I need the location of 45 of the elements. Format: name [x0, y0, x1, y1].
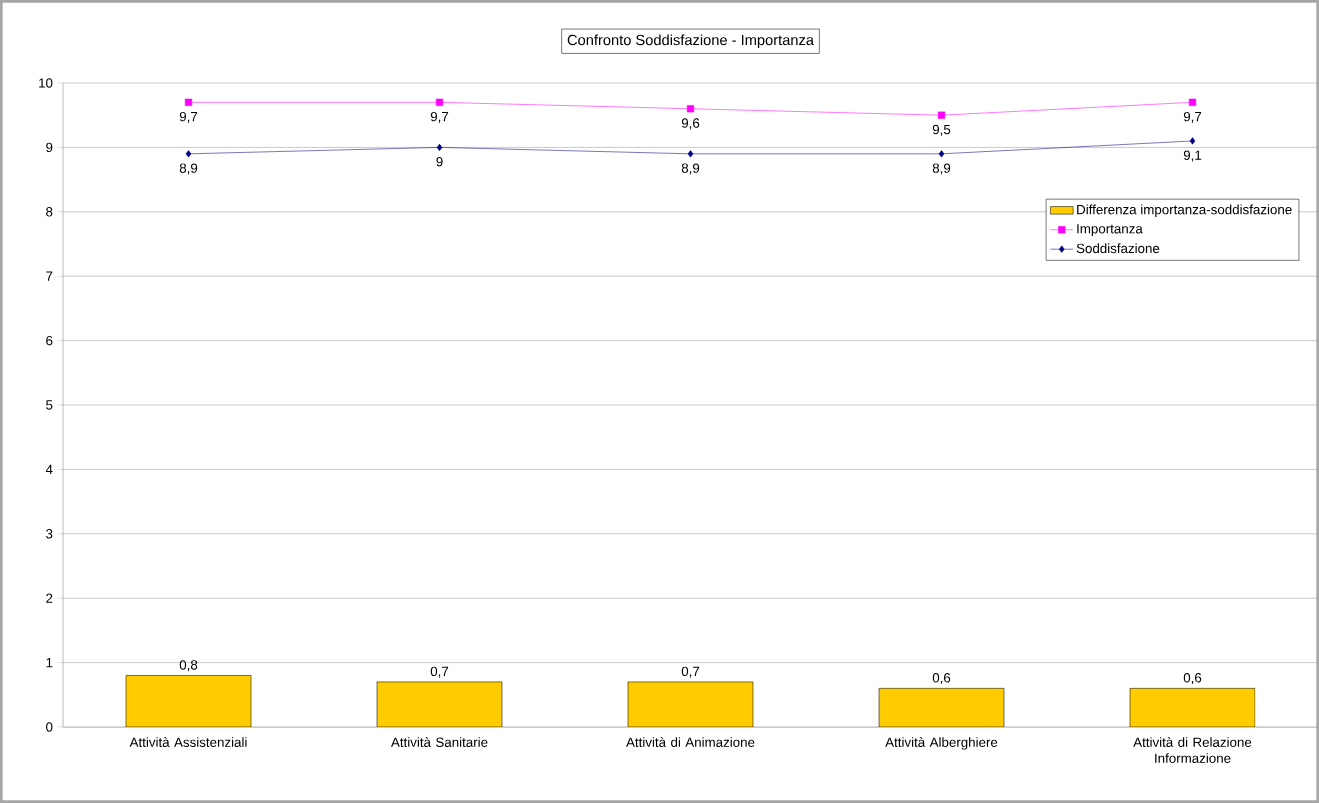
data-label: 8,9	[932, 163, 951, 175]
y-tick-label: 5	[46, 400, 53, 410]
chart-title: Confronto Soddisfazione - Importanza	[567, 34, 814, 49]
data-label: 9	[436, 157, 443, 167]
y-tick-label: 7	[46, 271, 53, 281]
data-label: 9,7	[430, 111, 449, 123]
point	[185, 150, 192, 158]
y-tick-label: 10	[39, 78, 53, 88]
data-label: 0,7	[430, 666, 449, 678]
x-tick-label: Attività di Animazione	[626, 737, 755, 747]
y-tick-label: 8	[46, 207, 53, 217]
point	[184, 98, 193, 106]
point	[686, 105, 695, 113]
data-label: 9,1	[1183, 150, 1202, 162]
data-label: 0,6	[932, 673, 951, 685]
y-tick-label: 0	[46, 722, 53, 732]
point	[435, 98, 444, 106]
point	[687, 150, 694, 158]
data-label: 8,9	[681, 163, 700, 175]
x-tick-label: Attività di Relazione Informazione	[1133, 737, 1252, 763]
x-tick-label: Attività Alberghiere	[885, 737, 998, 750]
point	[436, 143, 443, 151]
legend-label: Differenza importanza-soddisfazione	[1077, 204, 1292, 217]
point	[938, 150, 945, 158]
point	[937, 111, 946, 119]
data-label: 9,7	[1183, 111, 1202, 123]
data-label: 9,5	[932, 124, 951, 136]
x-tick-label: Attività Sanitarie	[390, 737, 488, 747]
y-tick-label: 1	[46, 658, 53, 668]
data-label: 0,7	[681, 666, 700, 678]
data-label: 8,9	[179, 163, 198, 175]
data-label: 0,8	[179, 660, 198, 672]
y-tick-label: 2	[46, 593, 53, 603]
data-label: 0,6	[1183, 673, 1202, 685]
x-tick-label: Attività Assistenziali	[129, 737, 247, 747]
point	[1189, 137, 1196, 145]
y-tick-label: 4	[45, 464, 53, 474]
data-label: 9,6	[681, 118, 700, 130]
point	[1188, 98, 1197, 106]
data-label: 9,7	[179, 111, 198, 123]
y-tick-label: 3	[46, 529, 53, 539]
y-tick-label: 6	[46, 335, 53, 346]
y-tick-label: 9	[46, 142, 53, 153]
legend-label: Soddisfazione	[1076, 243, 1160, 254]
legend-label: Importanza	[1077, 224, 1143, 237]
